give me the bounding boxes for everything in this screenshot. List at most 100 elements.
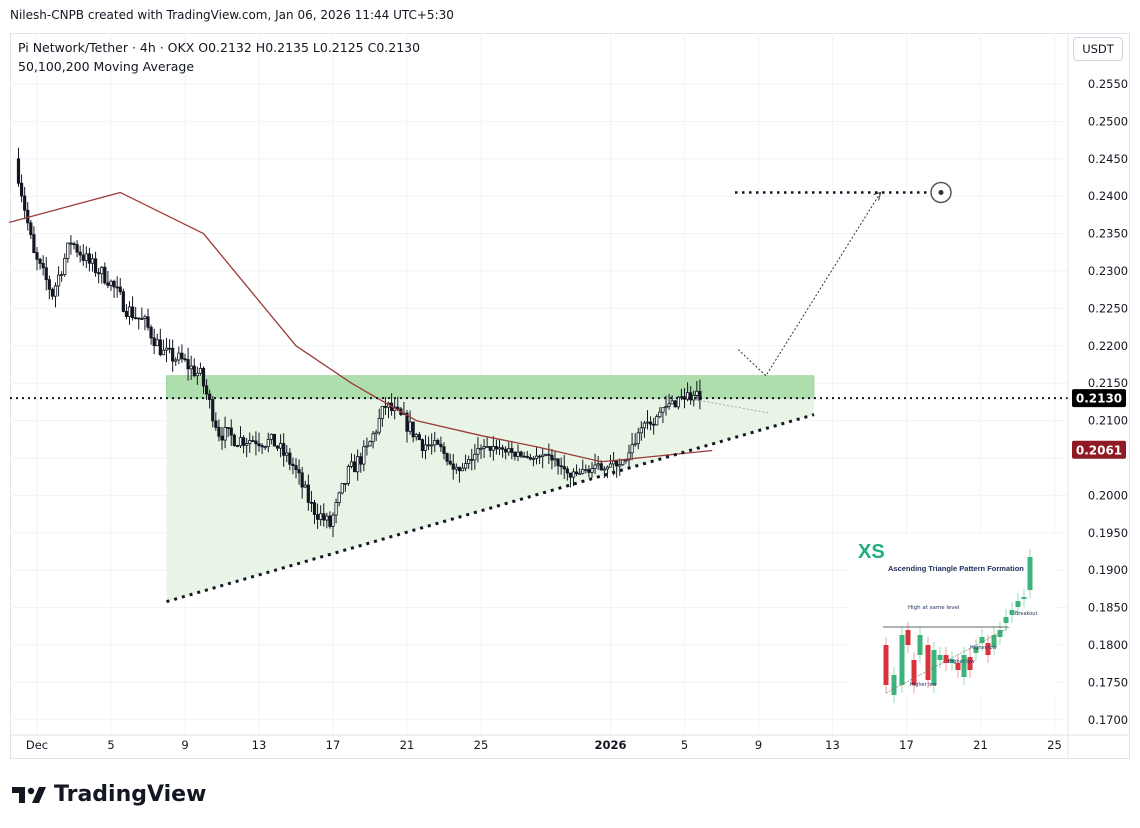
candle-body xyxy=(658,411,662,418)
candle-body xyxy=(214,420,218,428)
candle-body xyxy=(491,446,495,451)
faint-projection-line xyxy=(695,399,770,414)
last-price-label-bg xyxy=(1072,389,1126,408)
candle-body xyxy=(337,492,341,503)
price-tick-label: 0.2450 xyxy=(1088,152,1128,166)
triangle-pattern xyxy=(166,375,815,602)
brand-name: TradingView xyxy=(54,782,207,807)
inset-candle-body xyxy=(899,635,905,685)
time-tick-label: 13 xyxy=(252,738,267,752)
price-tick-label: 0.2150 xyxy=(1088,376,1128,390)
candle-body xyxy=(69,242,73,245)
candle-body xyxy=(457,466,462,472)
tradingview-logo-icon xyxy=(12,786,46,803)
candle-body xyxy=(417,434,421,441)
candle-body xyxy=(115,286,119,289)
time-axis: Dec 5 9 13 17 21 25 2026 5 9 13 17 21 25 xyxy=(10,734,1130,752)
candle-body xyxy=(75,244,79,253)
target-icon-dot xyxy=(938,189,944,195)
candle-body xyxy=(149,326,153,339)
candle-body xyxy=(312,502,317,515)
candle-body xyxy=(541,454,545,458)
candle-body xyxy=(522,455,526,458)
time-tick-label: 17 xyxy=(899,738,914,752)
candle-body xyxy=(152,337,156,347)
candle-body xyxy=(143,316,147,320)
tradingview-logo[interactable]: TradingView xyxy=(12,782,206,807)
candle-body xyxy=(35,252,39,260)
candle-body xyxy=(510,448,514,453)
candle-body xyxy=(537,455,542,458)
candle-body xyxy=(297,469,301,474)
inset-candle-body xyxy=(911,660,917,685)
candle-body xyxy=(66,242,70,259)
candle-body xyxy=(655,416,659,426)
chart-credit: Nilesh-CNPB created with TradingView.com… xyxy=(10,8,454,22)
candle-body xyxy=(414,434,418,438)
candle-body xyxy=(648,421,653,425)
candle-body xyxy=(365,445,369,448)
candle-body xyxy=(124,311,129,318)
candle-body xyxy=(72,243,76,246)
candle-body xyxy=(177,352,181,361)
candle-body xyxy=(362,446,366,465)
candle-body xyxy=(618,464,622,467)
candle-body xyxy=(38,258,42,264)
candle-body xyxy=(291,463,295,466)
candle-body xyxy=(266,438,270,447)
candle-body xyxy=(245,443,249,446)
candle-body xyxy=(269,433,273,440)
candle-body xyxy=(405,412,409,432)
candle-body xyxy=(97,272,101,275)
candle-body xyxy=(494,446,499,450)
candle-body xyxy=(155,339,159,347)
inset-candle-body xyxy=(1009,610,1015,615)
time-tick-label: 21 xyxy=(973,738,988,752)
resistance-zone xyxy=(166,375,815,399)
inset-candle-body xyxy=(925,645,931,680)
inset-candle-body xyxy=(973,647,979,653)
price-axis: 0.2550 0.2500 0.2450 0.2400 0.2350 0.2300 0.22… xyxy=(1067,33,1128,759)
inset-candle-body xyxy=(955,663,961,670)
inset-candle-body xyxy=(961,655,967,677)
candle-body xyxy=(430,444,434,447)
price-tick-label: 0.2500 xyxy=(1088,114,1128,128)
chart-legend: Pi Network/Tether · 4h · OKX O0.2132 H0.… xyxy=(18,38,420,76)
candle-body xyxy=(223,427,227,441)
candle-body xyxy=(574,471,579,475)
candle-body xyxy=(534,455,539,459)
price-tick-label: 0.1900 xyxy=(1088,563,1128,577)
currency-button[interactable]: USDT xyxy=(1073,37,1123,61)
candle-body xyxy=(229,427,233,436)
moving-average-line xyxy=(9,191,713,463)
candle-body xyxy=(112,280,116,288)
candle-body xyxy=(568,472,573,478)
candle-body xyxy=(448,460,452,465)
candle-body xyxy=(294,465,298,471)
candle-body xyxy=(29,222,33,236)
candle-body xyxy=(630,444,634,454)
candle-body xyxy=(565,468,569,474)
price-tick-label: 0.1850 xyxy=(1088,601,1128,615)
candle-body xyxy=(411,421,415,438)
price-tick-label: 0.2550 xyxy=(1088,77,1128,91)
candle-body xyxy=(23,195,27,211)
indicator-label[interactable]: 50,100,200 Moving Average xyxy=(18,59,195,74)
candle-body xyxy=(217,426,221,437)
candle-body xyxy=(322,513,326,521)
inset-candle-body xyxy=(1027,557,1033,590)
candle-body xyxy=(220,435,224,441)
candle-body xyxy=(396,406,400,410)
symbol-ohlc[interactable]: Pi Network/Tether · 4h · OKX O0.2132 H0.… xyxy=(18,40,421,55)
candle-body xyxy=(78,251,82,256)
candle-body xyxy=(285,452,289,456)
candle-body xyxy=(300,472,304,488)
candle-body xyxy=(352,461,357,473)
candle-body xyxy=(380,406,384,419)
inset-image: XS Ascending Triangle Pattern Formation … xyxy=(850,535,1055,703)
candle-body xyxy=(467,458,471,464)
candle-body xyxy=(433,440,437,446)
candle-body xyxy=(192,365,196,377)
inset-candle-body xyxy=(883,645,889,685)
